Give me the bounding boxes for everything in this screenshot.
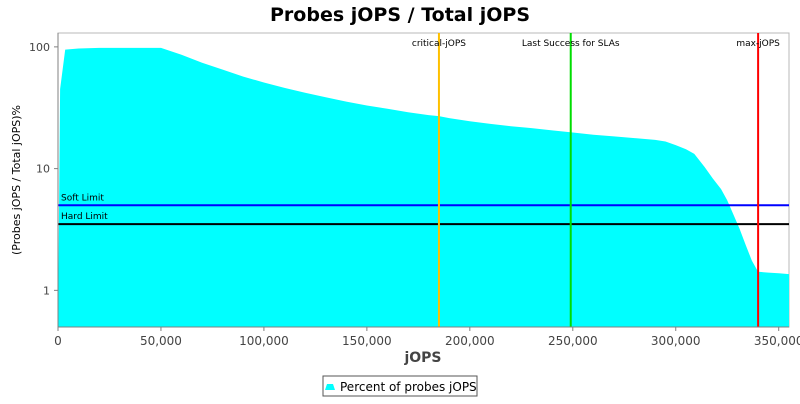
marker-label-2: max-jOPS [736,39,780,49]
y-axis-ticks: 1 10 100 [29,41,58,297]
marker-lines-layer: critical-jOPS Last Success for SLAs max-jO… [412,33,780,327]
x-tick-label-3: 150,000 [342,334,392,348]
x-tick-label-6: 300,000 [651,334,701,348]
x-tick-label-7: 350,000 [754,334,800,348]
y-tick-label-0: 1 [43,284,50,297]
legend-label: Percent of probes jOPS [340,380,477,394]
x-tick-label-1: 50,000 [140,334,182,348]
chart-title: Probes jOPS / Total jOPS [270,4,530,26]
x-tick-label-0: 0 [54,334,62,348]
limit-lines-layer: Soft Limit Hard Limit [58,193,789,226]
series-area-0 [58,47,789,328]
x-axis-ticks: 0 50,000 100,000 150,000 200,000 250,000 300,0… [54,327,800,348]
x-tick-label-2: 100,000 [239,334,289,348]
marker-label-0: critical-jOPS [412,39,466,49]
legend-swatch [325,384,335,390]
legend: Percent of probes jOPS [322,375,478,397]
marker-label-1: Last Success for SLAs [522,39,620,49]
x-axis-label: jOPS [403,350,441,366]
limit-label-0: Soft Limit [61,193,104,203]
x-tick-label-4: 200,000 [445,334,495,348]
x-tick-label-5: 250,000 [548,334,598,348]
series-layer [58,47,789,328]
limit-label-1: Hard Limit [61,212,108,222]
y-tick-label-1: 10 [36,163,50,176]
y-axis-label: (Probes jOPS / Total jOPS)% [10,105,23,255]
legend-box [322,375,478,397]
y-tick-label-2: 100 [29,41,50,54]
